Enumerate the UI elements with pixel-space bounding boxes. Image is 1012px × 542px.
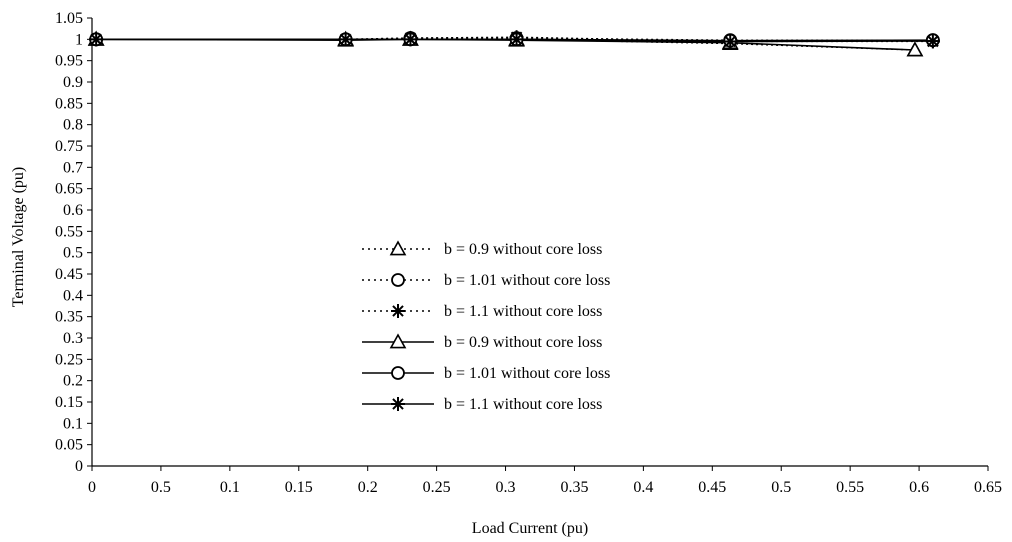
x-tick-label: 0.35: [560, 479, 588, 496]
data-point-star: [338, 32, 353, 47]
y-tick-label: 0: [75, 458, 83, 475]
legend-marker-triangle: [389, 240, 407, 256]
y-tick-label: 1: [75, 31, 83, 48]
legend-label: b = 1.01 without core loss: [444, 272, 610, 289]
x-tick-label: 0.1: [220, 479, 240, 496]
data-point-star: [89, 32, 104, 47]
series-4: [87, 30, 924, 57]
y-tick-label: 0.45: [55, 266, 83, 283]
data-point-triangle: [906, 41, 924, 57]
y-tick-label: 0.6: [63, 202, 83, 219]
y-tick-label: 0.55: [55, 223, 83, 240]
y-tick-label: 0.5: [63, 245, 83, 262]
y-tick-label: 0.25: [55, 351, 83, 368]
data-point-star: [925, 34, 940, 49]
legend-marker-triangle: [389, 333, 407, 349]
x-tick-label: 0.45: [698, 479, 726, 496]
legend-label: b = 0.9 without core loss: [444, 334, 602, 351]
legend-label: b = 1.01 without core loss: [444, 365, 610, 382]
legend-entry: b = 1.1 without core loss: [362, 396, 602, 413]
legend-entry: b = 1.01 without core loss: [362, 272, 610, 289]
y-tick-label: 0.9: [63, 74, 83, 91]
data-point-star: [403, 32, 418, 47]
x-tick-label: 0.4: [633, 479, 653, 496]
data-point-star: [509, 32, 524, 47]
y-tick-label: 0.95: [55, 53, 83, 70]
legend-marker-circle: [391, 273, 405, 287]
y-tick-label: 0.3: [63, 330, 83, 347]
y-tick-label: 1.05: [55, 10, 83, 27]
legend-entry: b = 1.01 without core loss: [362, 365, 610, 382]
legend-entry: b = 0.9 without core loss: [362, 240, 602, 258]
x-tick-label: 0: [88, 479, 96, 496]
legend-entry: b = 0.9 without core loss: [362, 333, 602, 351]
x-tick-label: 0.15: [285, 479, 313, 496]
series-1: [87, 30, 924, 57]
legend-label: b = 1.1 without core loss: [444, 396, 602, 413]
y-tick-label: 0.7: [63, 159, 83, 176]
x-tick-label: 0.2: [358, 479, 378, 496]
y-tick-label: 0.15: [55, 394, 83, 411]
y-tick-label: 0.2: [63, 373, 83, 390]
tick-labels: 0 0.05 0.1 0.15 0.2 0.25 0.3 0.35 0.4 0.45 0.5 0.55…: [55, 10, 1002, 496]
x-tick-label: 0.3: [496, 479, 516, 496]
y-axis-title: Terminal Voltage (pu): [10, 167, 27, 307]
series-line: [96, 38, 933, 43]
y-tick-label: 0.1: [63, 415, 83, 432]
y-tick-label: 0.4: [63, 287, 83, 304]
x-tick-label: 0.25: [423, 479, 451, 496]
x-axis-title: Load Current (pu): [472, 520, 588, 537]
x-tick-label: 0.5: [151, 479, 171, 496]
series-6: [89, 32, 940, 49]
x-tick-label: 0.5: [771, 479, 791, 496]
y-tick-label: 0.75: [55, 138, 83, 155]
legend-marker-star: [391, 304, 405, 318]
legend-marker-circle: [391, 366, 405, 380]
legend-entry: b = 1.1 without core loss: [362, 303, 602, 320]
legend-marker-star: [391, 397, 405, 411]
y-tick-label: 0.35: [55, 309, 83, 326]
legend: b = 0.9 without core loss b = 1.01 withou…: [362, 240, 610, 413]
y-tick-label: 0.8: [63, 117, 83, 134]
legend-label: b = 1.1 without core loss: [444, 303, 602, 320]
x-tick-label: 0.6: [909, 479, 929, 496]
y-tick-label: 0.85: [55, 95, 83, 112]
x-tick-label: 0.65: [974, 479, 1002, 496]
y-tick-label: 0.05: [55, 437, 83, 454]
legend-label: b = 0.9 without core loss: [444, 241, 602, 258]
plot-area: [87, 30, 940, 57]
y-tick-label: 0.65: [55, 181, 83, 198]
data-point-star: [723, 34, 738, 49]
x-tick-label: 0.55: [836, 479, 864, 496]
